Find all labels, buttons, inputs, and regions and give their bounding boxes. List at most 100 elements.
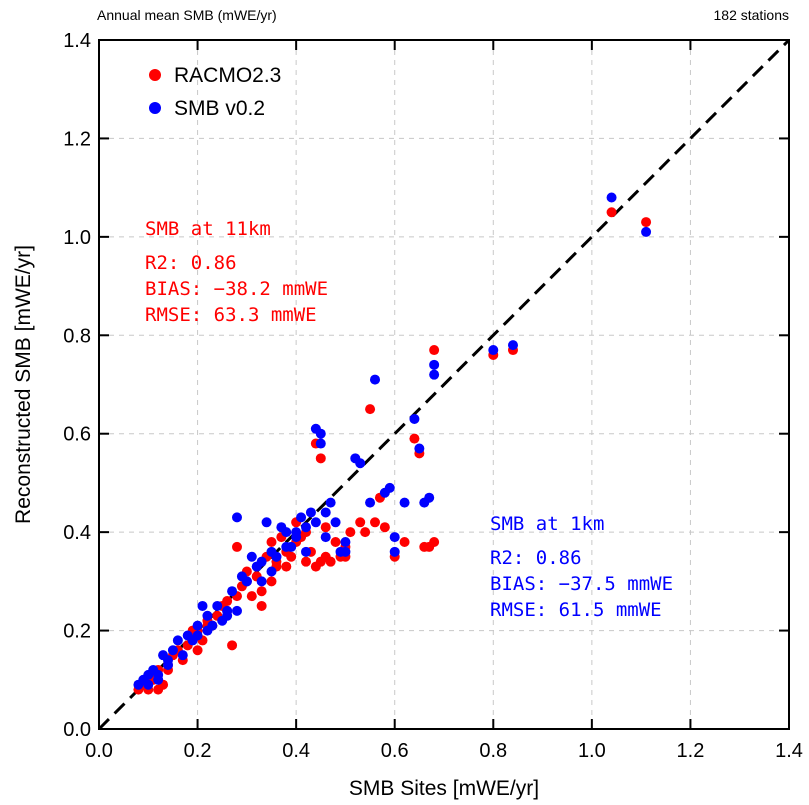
point-racmo2-3: [409, 433, 420, 444]
stats-annotation-line: RMSE: 61.5 mmWE: [490, 599, 662, 621]
point-racmo2-3: [429, 345, 440, 356]
legend-marker: [149, 102, 161, 114]
x-tick-label: 0.0: [85, 740, 113, 762]
point-smb-v0-2: [409, 413, 420, 424]
point-smb-v0-2: [429, 359, 440, 370]
point-smb-v0-2: [212, 600, 223, 611]
point-smb-v0-2: [315, 438, 326, 449]
point-racmo2-3: [281, 561, 292, 572]
point-smb-v0-2: [167, 645, 178, 656]
y-tick-label: 0.0: [63, 719, 91, 741]
point-smb-v0-2: [330, 517, 341, 528]
point-racmo2-3: [266, 576, 277, 587]
data-points: [133, 192, 652, 695]
point-smb-v0-2: [202, 625, 213, 636]
point-smb-v0-2: [424, 492, 435, 503]
point-racmo2-3: [429, 536, 440, 547]
point-racmo2-3: [606, 207, 617, 218]
legend-marker: [149, 69, 161, 81]
chart-title: Annual mean SMB (mWE/yr): [97, 7, 277, 23]
point-smb-v0-2: [192, 620, 203, 631]
point-smb-v0-2: [355, 458, 366, 469]
plot-frame: [98, 39, 790, 730]
point-racmo2-3: [370, 517, 380, 528]
grid-lines: [99, 40, 789, 729]
point-smb-v0-2: [197, 600, 208, 611]
stats-annotation-line: R2: 0.86: [145, 252, 237, 274]
stats-annotation-line: RMSE: 63.3 mmWE: [145, 304, 317, 326]
point-racmo2-3: [315, 453, 326, 464]
point-smb-v0-2: [370, 374, 380, 385]
point-smb-v0-2: [281, 541, 292, 552]
x-tick-label: 0.2: [184, 740, 212, 762]
stats-annotations: SMB at 11km R2: 0.86 BIAS: −38.2 mmWE RMSE:…: [145, 218, 673, 621]
point-smb-v0-2: [246, 551, 257, 562]
point-smb-v0-2: [340, 536, 351, 547]
point-racmo2-3: [222, 596, 233, 607]
x-axis-title: SMB Sites [mWE/yr]: [349, 777, 539, 800]
point-smb-v0-2: [222, 610, 233, 621]
point-smb-v0-2: [389, 546, 400, 557]
y-tick-label: 0.2: [63, 621, 91, 643]
point-racmo2-3: [399, 536, 410, 547]
legend: RACMO2.3 SMB v0.2: [149, 64, 281, 120]
point-smb-v0-2: [232, 605, 242, 616]
point-smb-v0-2: [271, 551, 282, 562]
point-racmo2-3: [153, 684, 164, 695]
point-racmo2-3: [310, 561, 321, 572]
point-racmo2-3: [301, 556, 311, 567]
point-racmo2-3: [256, 586, 267, 597]
y-tick-label: 0.8: [63, 325, 91, 347]
x-tick-label: 0.6: [381, 740, 409, 762]
point-smb-v0-2: [340, 546, 351, 557]
y-tick-label: 1.4: [63, 30, 91, 52]
point-racmo2-3: [256, 600, 267, 611]
point-smb-v0-2: [310, 517, 321, 528]
point-smb-v0-2: [153, 674, 164, 685]
axis-ticks: 0.0 0.2 0.4 0.6 0.8 1.0 1.2 1.4 0.0 0.2 0.4 0.6 0.8 1…: [63, 30, 803, 762]
point-smb-v0-2: [508, 340, 518, 351]
stats-annotation-line: BIAS: −38.2 mmWE: [145, 278, 328, 300]
point-smb-v0-2: [172, 635, 183, 646]
x-tick-label: 0.4: [282, 740, 310, 762]
point-smb-v0-2: [256, 556, 267, 567]
point-racmo2-3: [345, 527, 356, 538]
point-racmo2-3: [266, 536, 277, 547]
point-smb-v0-2: [232, 512, 242, 523]
point-smb-v0-2: [488, 345, 499, 356]
point-smb-v0-2: [384, 482, 395, 493]
point-smb-v0-2: [266, 566, 277, 577]
point-smb-v0-2: [163, 660, 173, 671]
y-tick-label: 0.6: [63, 424, 91, 446]
point-smb-v0-2: [320, 532, 331, 543]
point-smb-v0-2: [325, 497, 336, 508]
point-smb-v0-2: [320, 507, 331, 518]
stats-annotation-line: SMB at 1km: [490, 513, 604, 535]
point-racmo2-3: [355, 517, 366, 528]
point-smb-v0-2: [256, 576, 267, 587]
point-racmo2-3: [320, 522, 331, 533]
point-smb-v0-2: [641, 226, 652, 237]
point-smb-v0-2: [389, 532, 400, 543]
point-smb-v0-2: [202, 610, 213, 621]
stats-annotation-line: BIAS: −37.5 mmWE: [490, 573, 673, 595]
point-smb-v0-2: [177, 650, 188, 661]
y-tick-label: 1.0: [63, 227, 91, 249]
point-racmo2-3: [641, 217, 652, 228]
point-smb-v0-2: [261, 517, 272, 528]
point-racmo2-3: [379, 522, 390, 533]
point-smb-v0-2: [301, 522, 311, 533]
point-smb-v0-2: [315, 428, 326, 439]
point-racmo2-3: [232, 541, 242, 552]
point-racmo2-3: [330, 536, 341, 547]
station-count-label: 182 stations: [713, 7, 790, 23]
point-racmo2-3: [227, 640, 238, 651]
y-tick-label: 1.2: [63, 128, 91, 150]
point-smb-v0-2: [296, 512, 307, 523]
point-racmo2-3: [360, 527, 371, 538]
point-smb-v0-2: [399, 497, 410, 508]
point-smb-v0-2: [281, 527, 292, 538]
y-axis-title: Reconstructed SMB [mWE/yr]: [12, 245, 35, 524]
x-tick-label: 1.2: [677, 740, 705, 762]
